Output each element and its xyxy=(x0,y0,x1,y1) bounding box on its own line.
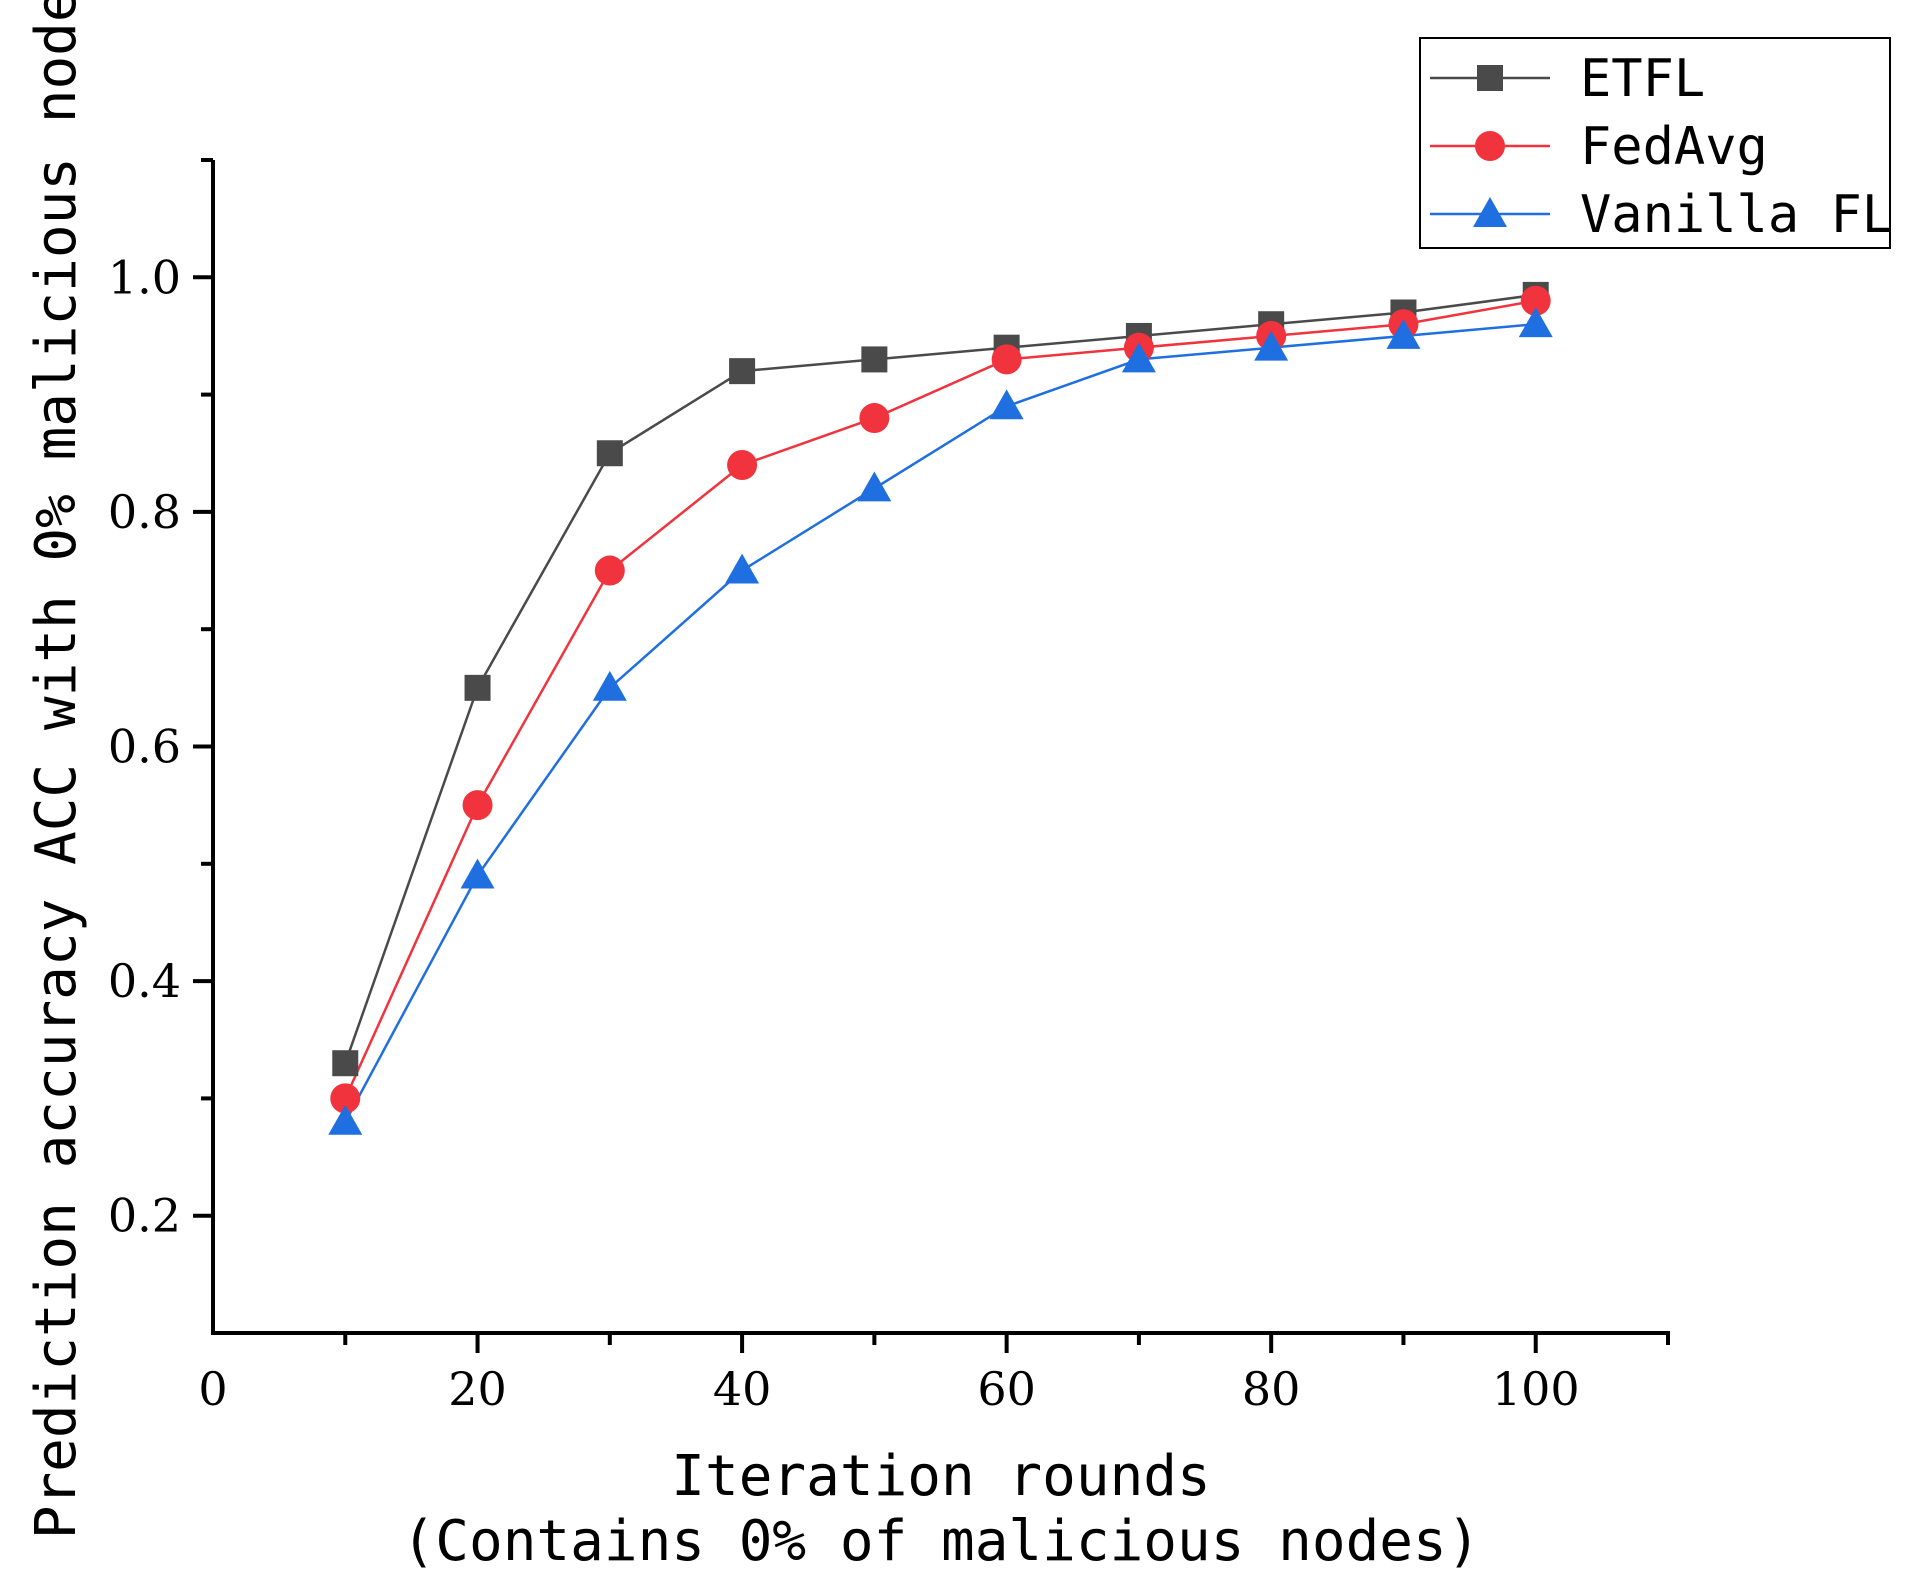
legend: ETFL FedAvg Vanilla FL xyxy=(1419,37,1893,249)
x-axis-title: Iteration rounds xyxy=(671,1444,1210,1509)
x-tick-label: 100 xyxy=(1492,1362,1580,1416)
series-line-etfl xyxy=(344,293,1536,1064)
data-point-fedavg xyxy=(859,403,890,434)
x-tick-label: 40 xyxy=(713,1362,772,1416)
x-tick-label: 80 xyxy=(1242,1362,1301,1416)
data-point-vanilla-fl xyxy=(1386,319,1421,349)
y-tick-label: 1.0 xyxy=(108,250,181,304)
data-point-vanilla-fl xyxy=(1518,307,1553,338)
legend-label-vanilla-fl: Vanilla FL xyxy=(1580,185,1893,245)
x-axis-subtitle: (Contains 0% of malicious nodes) xyxy=(402,1509,1481,1574)
legend-label-etfl: ETFL xyxy=(1580,49,1705,109)
data-point-etfl xyxy=(464,674,491,701)
x-tick-label: 60 xyxy=(977,1362,1036,1416)
data-point-vanilla-fl xyxy=(460,858,495,889)
data-point-vanilla-fl xyxy=(725,553,760,584)
y-tick-label: 0.2 xyxy=(108,1189,181,1243)
series-lines xyxy=(344,293,1536,1123)
series-line-fedavg xyxy=(344,299,1536,1099)
data-point-vanilla-fl xyxy=(1121,342,1156,373)
data-point-etfl xyxy=(861,346,888,373)
series-line-vanilla-fl xyxy=(344,322,1536,1123)
x-tick-label: 20 xyxy=(448,1362,507,1416)
legend-marker-fedavg xyxy=(1475,131,1505,161)
data-point-fedavg xyxy=(330,1083,361,1114)
y-tick-label: 0.8 xyxy=(108,485,181,539)
data-point-fedavg xyxy=(594,555,625,586)
data-point-etfl xyxy=(596,440,623,467)
data-point-fedavg xyxy=(462,790,493,821)
data-point-vanilla-fl xyxy=(592,670,627,701)
y-tick-label: 0.6 xyxy=(108,720,181,774)
data-point-fedavg xyxy=(727,449,758,480)
data-point-vanilla-fl xyxy=(857,471,892,502)
data-point-etfl xyxy=(729,358,756,385)
y-axis-title: Prediction accuracy ACC with 0% maliciou… xyxy=(24,0,89,1539)
x-ticks: 0 20 40 60 80 100 xyxy=(198,1333,1670,1416)
y-tick-label: 0.4 xyxy=(108,954,181,1008)
legend-marker-etfl xyxy=(1477,65,1503,91)
data-point-fedavg xyxy=(1520,285,1551,316)
x-tick-label: 0 xyxy=(198,1362,227,1416)
data-point-fedavg xyxy=(991,344,1022,375)
data-point-vanilla-fl xyxy=(1254,330,1289,361)
series-markers xyxy=(328,281,1553,1135)
legend-label-fedavg: FedAvg xyxy=(1580,117,1768,177)
y-ticks: 0.2 0.4 0.6 0.8 1.0 xyxy=(108,158,213,1243)
data-point-vanilla-fl xyxy=(328,1104,363,1135)
data-point-vanilla-fl xyxy=(989,389,1024,420)
legend-marker-vanilla-fl xyxy=(1473,197,1507,227)
axes xyxy=(211,160,1670,1335)
data-point-etfl xyxy=(332,1050,359,1077)
